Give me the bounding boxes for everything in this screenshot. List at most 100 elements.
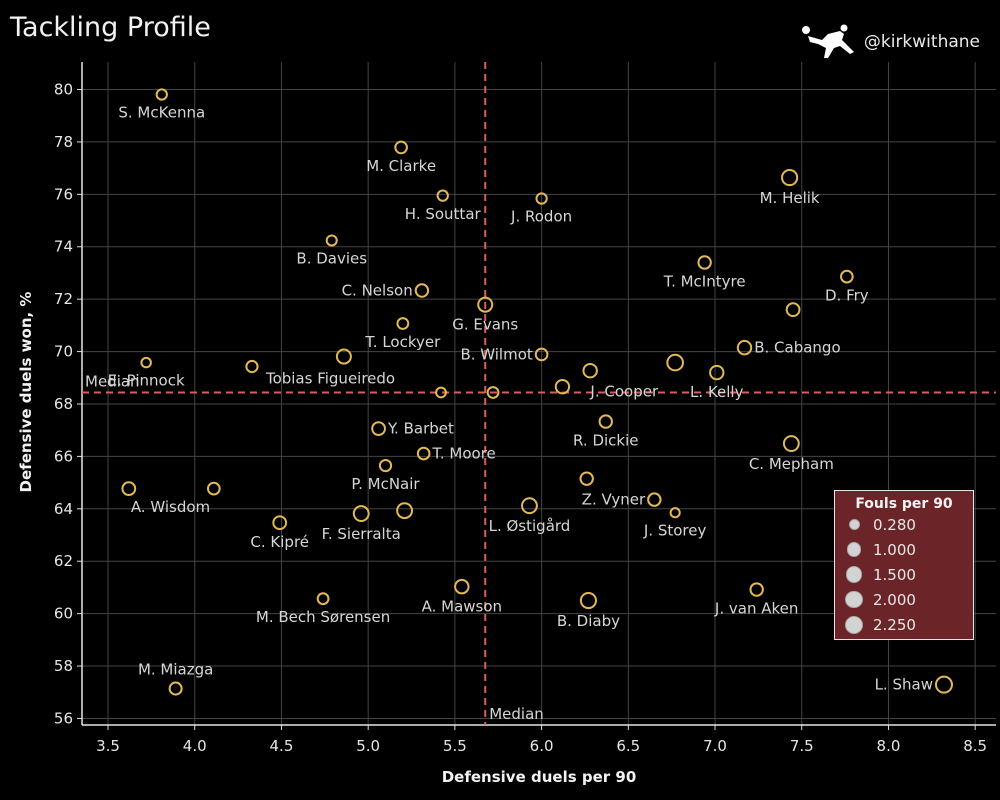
data-point: [785, 302, 801, 318]
median-x-label: Median: [489, 705, 544, 723]
point-label: T. Lockyer: [364, 333, 441, 351]
point-label: J. Rodon: [510, 208, 572, 226]
point-label: D. Fry: [825, 286, 869, 304]
data-point: [272, 515, 288, 531]
legend-swatch-wrap: [841, 615, 867, 634]
x-tick-label: 8.0: [877, 737, 901, 755]
data-point: [140, 356, 152, 369]
point-label: A. Mawson: [422, 597, 502, 615]
point-label: Tobias Figueiredo: [265, 370, 395, 388]
data-point: [155, 88, 168, 101]
data-point: [647, 492, 662, 507]
x-tick-label: 4.5: [270, 737, 294, 755]
data-point: [396, 502, 414, 520]
y-tick-label: 58: [54, 657, 73, 675]
legend-label: 0.280: [873, 515, 916, 534]
point-label: B. Wilmot: [460, 345, 532, 363]
legend-label: 1.000: [873, 540, 916, 559]
legend-label: 2.000: [873, 590, 916, 609]
legend-size-swatch: [845, 590, 863, 609]
legend-entry: 1.000: [835, 537, 973, 562]
x-tick-label: 3.5: [96, 737, 120, 755]
data-point: [436, 189, 449, 202]
y-tick-label: 76: [54, 185, 73, 203]
point-label: T. Moore: [431, 445, 495, 463]
legend-size-swatch: [846, 542, 862, 557]
data-point: [352, 505, 370, 522]
legend-swatch-wrap: [841, 566, 867, 583]
point-label: B. Davies: [296, 249, 367, 267]
point-label: J. Storey: [643, 521, 707, 539]
point-label: A. Wisdom: [131, 498, 210, 516]
point-label: L. Østigård: [489, 517, 571, 535]
data-point: [245, 359, 259, 374]
legend-title: Fouls per 90: [855, 496, 953, 512]
legend-entry: 2.250: [835, 612, 973, 637]
data-point: [554, 378, 571, 395]
data-point: [121, 481, 137, 497]
x-tick-label: 8.5: [963, 737, 987, 755]
point-label: T. McIntyre: [663, 273, 746, 291]
data-points: [121, 88, 953, 696]
legend-swatch-wrap: [841, 542, 867, 557]
y-tick-label: 80: [54, 81, 73, 99]
data-point: [477, 296, 494, 313]
data-point: [934, 675, 953, 694]
data-point: [535, 192, 548, 205]
data-point: [534, 347, 549, 362]
point-label: L. Shaw: [875, 676, 933, 694]
data-point: [666, 353, 684, 372]
data-point: [781, 169, 799, 187]
point-label: F. Sierralta: [322, 525, 401, 543]
legend-label: 2.250: [873, 615, 916, 634]
data-point: [749, 582, 764, 597]
data-point: [414, 283, 430, 298]
data-point: [669, 507, 681, 519]
point-label: M. Clarke: [366, 157, 436, 175]
legend-entry: 0.280: [835, 512, 973, 537]
bicycle-kick-player-icon: [801, 24, 854, 58]
data-point: [435, 386, 447, 399]
x-tick-label: 6.5: [616, 737, 640, 755]
data-point: [579, 591, 597, 610]
y-tick-label: 68: [54, 395, 73, 413]
data-point: [579, 471, 594, 486]
data-point: [206, 481, 221, 496]
point-label: C. Nelson: [342, 282, 413, 300]
y-tick-label: 56: [54, 709, 73, 727]
data-point: [371, 421, 386, 436]
data-point: [840, 269, 854, 284]
x-tick-label: 5.0: [356, 737, 380, 755]
point-label: Y. Barbet: [387, 420, 454, 438]
point-label: B. Cabango: [754, 339, 840, 357]
data-point: [416, 446, 431, 461]
data-point: [394, 140, 408, 155]
y-tick-label: 64: [54, 500, 73, 518]
legend-swatch-wrap: [841, 519, 867, 530]
point-label: R. Dickie: [573, 432, 638, 450]
data-point: [598, 414, 613, 429]
point-label: L. Kelly: [690, 383, 744, 401]
legend-size-swatch: [845, 615, 863, 634]
y-tick-label: 62: [54, 552, 73, 570]
legend-swatch-wrap: [841, 590, 867, 609]
point-label: S. McKenna: [118, 104, 205, 122]
legend-entry: 1.500: [835, 562, 973, 587]
axes: 3.5 4.0 4.5 5.0 5.5 6.0 6.5 7.0 7.5 8.0 8.5 56 58 60 6…: [54, 62, 996, 755]
point-labels: S. McKenna M. Clarke H. Souttar J. Rodon M. …: [108, 104, 933, 694]
x-axis-title: Defensive duels per 90: [442, 768, 637, 786]
data-point: [168, 681, 183, 696]
legend-size-swatch: [845, 566, 862, 583]
point-label: J. Cooper: [589, 383, 659, 401]
point-label: M. Helik: [760, 189, 820, 207]
x-tick-label: 7.5: [790, 737, 814, 755]
point-label: M. Bech Sørensen: [256, 608, 390, 626]
y-tick-label: 70: [54, 343, 73, 361]
data-point: [709, 364, 725, 381]
legend-size-swatch: [848, 519, 860, 530]
point-label: P. McNair: [351, 475, 420, 493]
point-label: H. Souttar: [405, 205, 482, 223]
point-label: G. Evans: [452, 316, 518, 334]
data-point: [582, 362, 598, 379]
brand: @kirkwithane: [800, 22, 980, 62]
